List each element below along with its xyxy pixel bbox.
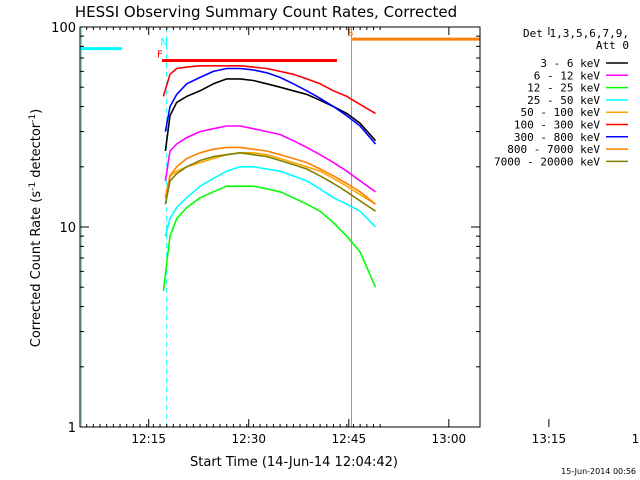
series-line-12-25-kev xyxy=(162,185,377,291)
series-line-300-800-kev xyxy=(164,67,377,145)
flag-label-1: F xyxy=(157,49,163,60)
chart-title: HESSI Observing Summary Count Rates, Cor… xyxy=(75,3,457,21)
series-line-800-7000-kev xyxy=(164,146,377,205)
series-line-2-50-100-kev xyxy=(550,159,639,228)
legend-label-7000-20000-kev: 7000 - 20000 keV xyxy=(494,155,600,168)
y-tick-label: 1 xyxy=(68,421,76,436)
series-line-100-300-kev xyxy=(162,65,376,115)
legend-header-attenuator: Att 0 xyxy=(596,39,629,52)
series-line-6-12-kev xyxy=(164,125,376,193)
x-tick-label: 13:15 xyxy=(532,432,567,446)
legend-label-50-100-kev: 50 - 100 keV xyxy=(521,106,601,119)
x-tick-label: 12:30 xyxy=(231,432,266,446)
flag-label-4: S xyxy=(347,28,353,39)
legend-header-detectors: Det 1,3,5,6,7,9, xyxy=(523,27,629,40)
x-tick-label: 12:15 xyxy=(131,432,166,446)
legend-label-6-12-kev: 6 - 12 keV xyxy=(534,69,601,82)
footer-timestamp: 15-Jun-2014 00:56 xyxy=(561,467,636,476)
axes: 12:15 12:30 12:45 13:00 13:15 13:30 1 10 100 xyxy=(51,21,640,446)
legend-label-100-300-kev: 100 - 300 keV xyxy=(514,119,600,132)
legend-label-300-800-kev: 300 - 800 keV xyxy=(514,131,600,144)
flag-label-2: N xyxy=(160,38,167,49)
legend-label-12-25-kev: 12 - 25 keV xyxy=(527,82,600,95)
legend-label-800-7000-kev: 800 - 7000 keV xyxy=(507,143,600,156)
series-line-3-6-kev xyxy=(164,78,377,152)
y-axis-label: Corrected Count Rate (s-1 detector-1) xyxy=(28,109,44,347)
x-axis-label: Start Time (14-Jun-14 12:04:42) xyxy=(190,455,398,470)
plot-area: FN S xyxy=(80,27,639,427)
series-line-50-100-kev xyxy=(164,152,376,205)
y-tick-label: 10 xyxy=(59,221,76,236)
x-tick-label: 13:30 xyxy=(632,432,640,446)
legend-label-25-50-kev: 25 - 50 keV xyxy=(527,94,600,107)
series-line-25-50-kev xyxy=(164,166,377,237)
series-line-2-12-25-kev xyxy=(550,198,639,293)
series-line-7000-20000-kev xyxy=(164,152,376,212)
y-tick-label: 100 xyxy=(51,21,76,36)
legend-label-3-6-kev: 3 - 6 keV xyxy=(540,57,600,70)
plot-content: FN S xyxy=(80,27,639,427)
x-tick-label: 12:45 xyxy=(332,432,367,446)
series-line-2-25-50-kev xyxy=(550,167,639,252)
x-tick-label: 13:00 xyxy=(432,432,467,446)
